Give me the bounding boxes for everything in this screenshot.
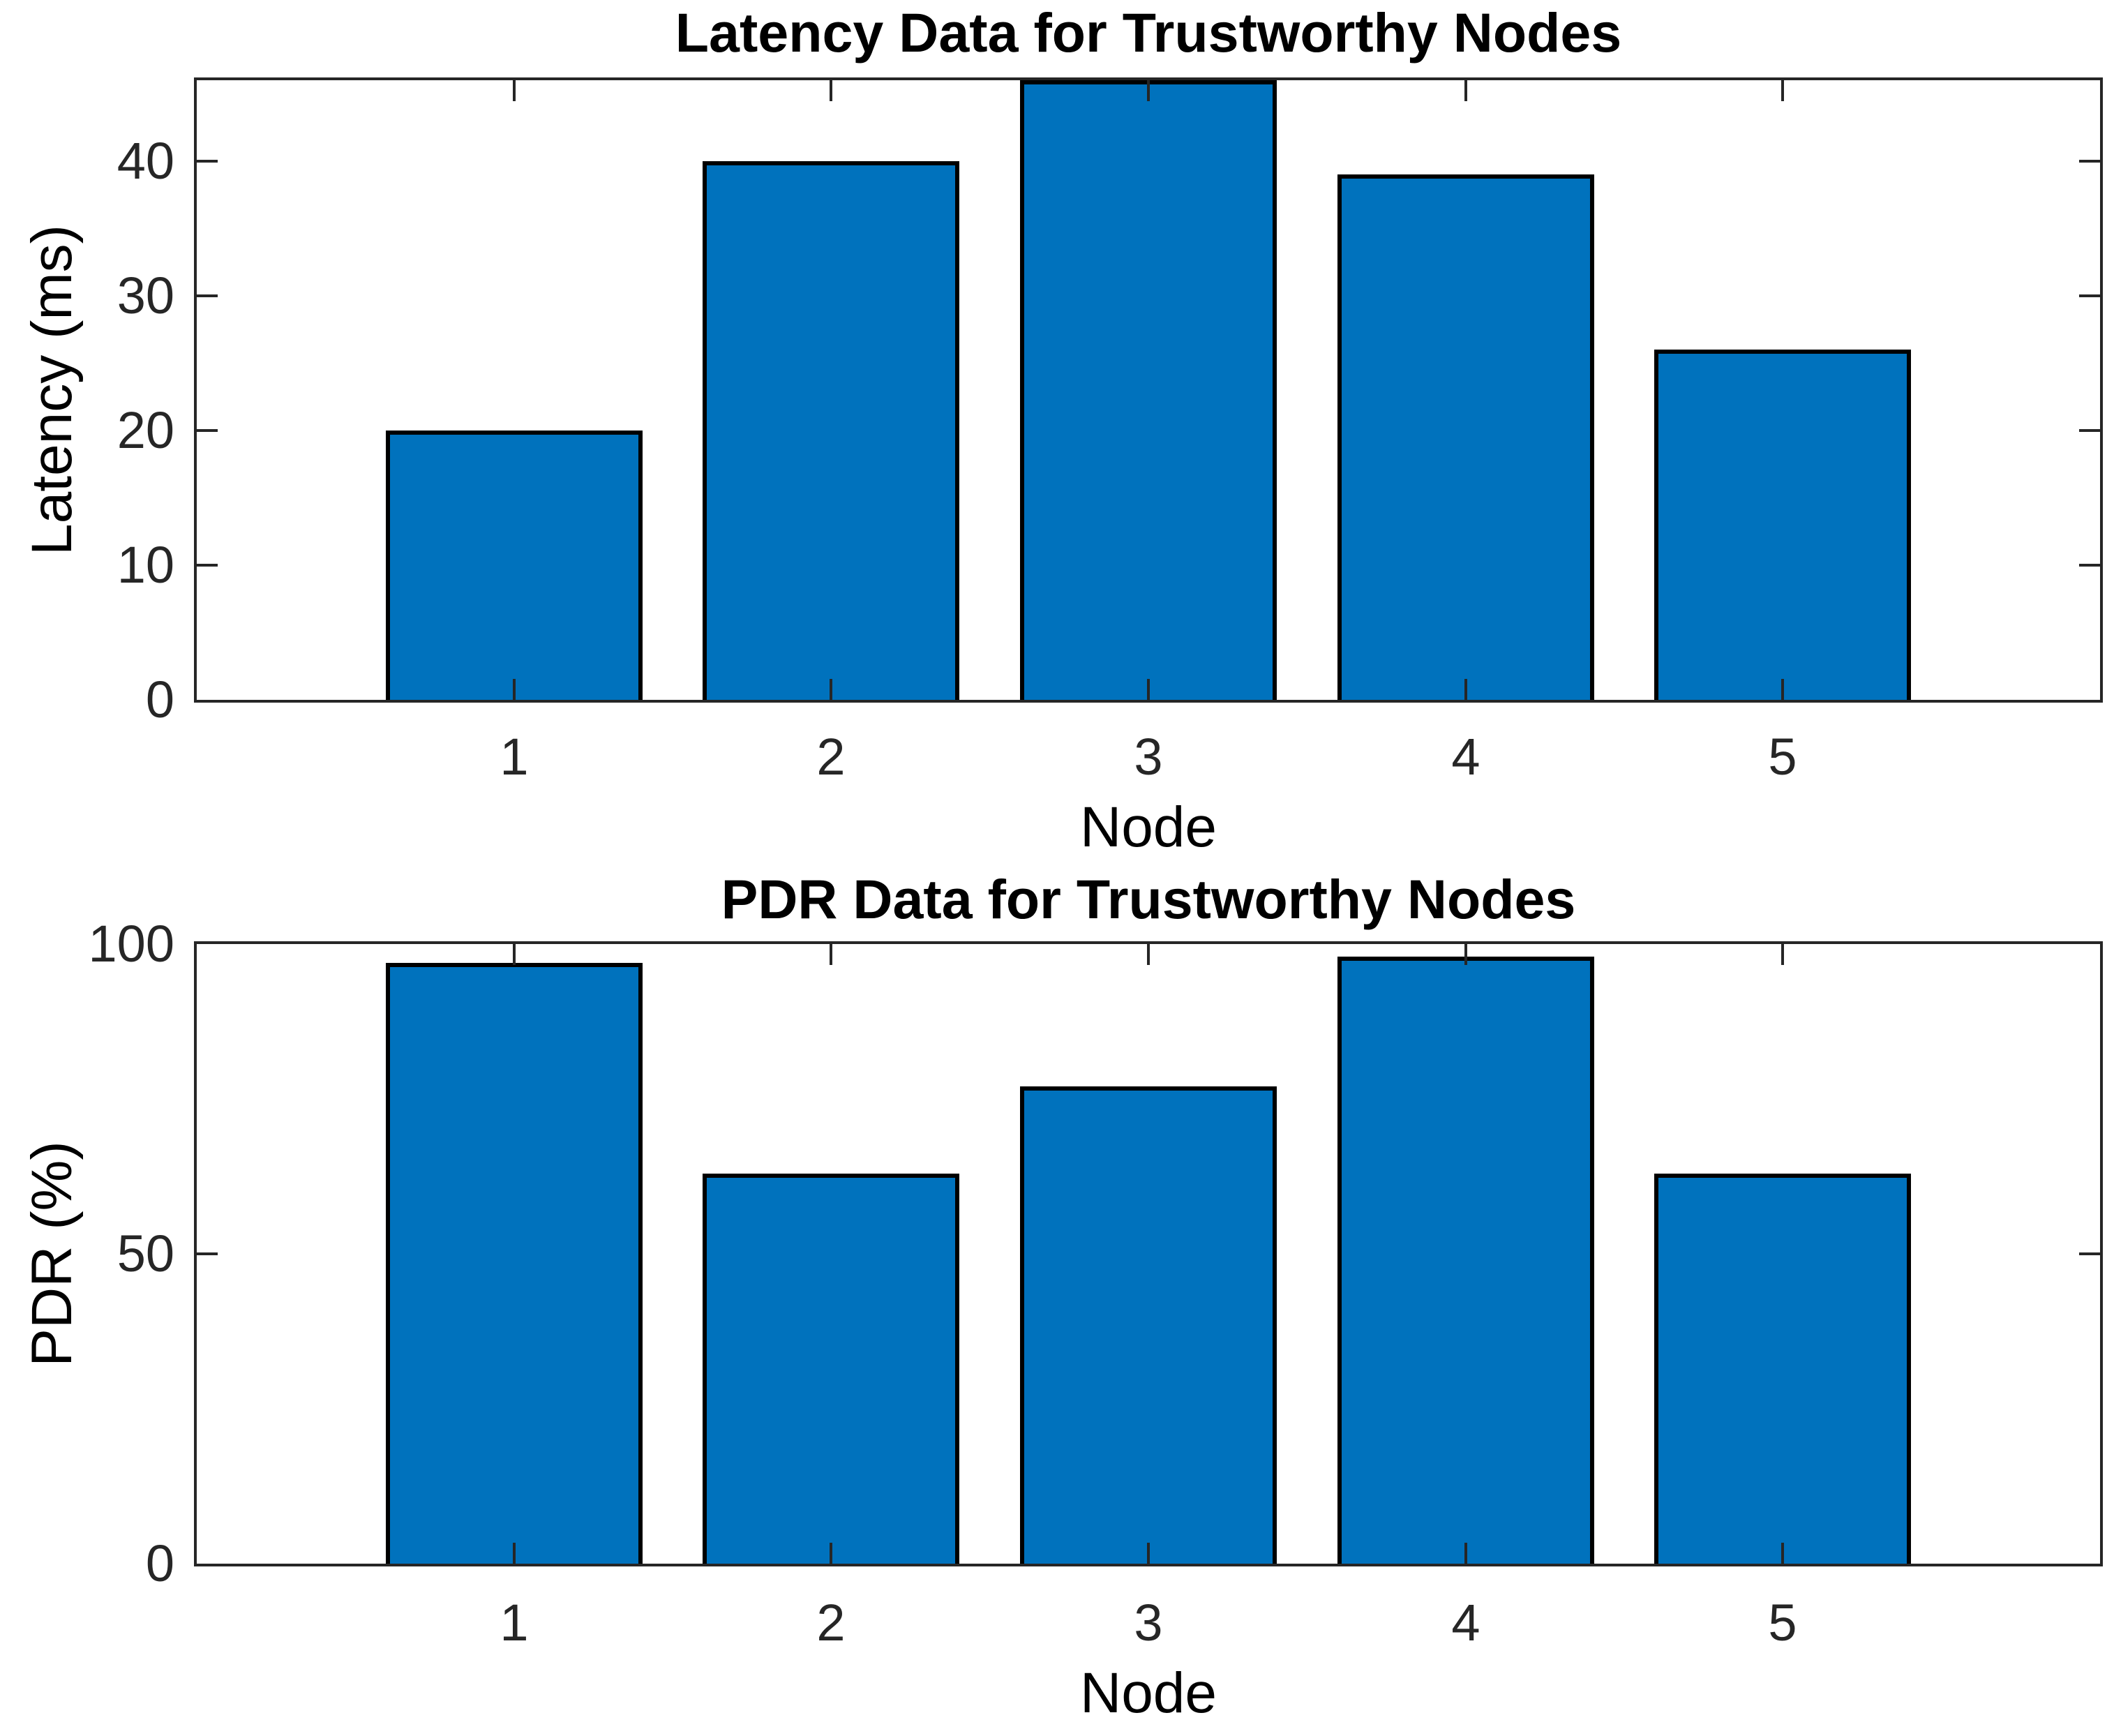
- x-tick-label: 4: [1451, 728, 1480, 786]
- x-tick-mark: [1147, 679, 1150, 700]
- y-tick-label: 0: [145, 671, 174, 728]
- y-tick-mark: [197, 564, 218, 567]
- x-tick-mark: [1147, 944, 1150, 965]
- bar-node-5: [1654, 350, 1911, 700]
- x-tick-label: 4: [1451, 1594, 1480, 1652]
- y-tick-label: 40: [117, 132, 174, 190]
- x-tick-label: 5: [1768, 1594, 1797, 1652]
- x-tick-mark: [830, 80, 832, 101]
- x-tick-mark: [1781, 679, 1784, 700]
- y-tick-label: 20: [117, 401, 174, 459]
- pdr-x-axis-label: Node: [1079, 1661, 1217, 1725]
- y-tick-mark: [2079, 429, 2100, 432]
- bar-node-4: [1337, 174, 1594, 700]
- x-tick-mark: [1464, 944, 1467, 965]
- bar-node-1: [386, 431, 643, 700]
- x-tick-mark: [830, 944, 832, 965]
- y-tick-mark: [197, 429, 218, 432]
- y-tick-mark: [197, 160, 218, 163]
- x-tick-mark: [513, 679, 516, 700]
- y-tick-mark: [197, 294, 218, 297]
- bar-node-3: [1020, 1086, 1277, 1564]
- latency-chart-title: Latency Data for Trustworthy Nodes: [675, 1, 1622, 63]
- y-tick-label: 50: [117, 1225, 174, 1282]
- x-tick-mark: [830, 1543, 832, 1564]
- x-tick-mark: [1464, 80, 1467, 101]
- pdr-chart-title: PDR Data for Trustworthy Nodes: [721, 868, 1576, 930]
- x-tick-mark: [830, 679, 832, 700]
- latency-x-axis-label: Node: [1079, 795, 1217, 859]
- x-tick-mark: [1781, 1543, 1784, 1564]
- x-tick-mark: [1147, 80, 1150, 101]
- x-tick-mark: [1464, 1543, 1467, 1564]
- x-tick-mark: [513, 944, 516, 965]
- x-tick-mark: [513, 1543, 516, 1564]
- bar-node-1: [386, 963, 643, 1564]
- y-tick-mark: [2079, 294, 2100, 297]
- y-tick-mark: [2079, 160, 2100, 163]
- y-tick-label: 0: [145, 1534, 174, 1592]
- x-tick-label: 5: [1768, 728, 1797, 786]
- y-tick-mark: [197, 1252, 218, 1255]
- x-tick-label: 1: [500, 728, 529, 786]
- x-tick-label: 3: [1134, 728, 1163, 786]
- y-tick-mark: [2079, 564, 2100, 567]
- bar-node-2: [703, 161, 959, 700]
- bar-node-3: [1020, 80, 1277, 700]
- x-tick-mark: [513, 80, 516, 101]
- y-tick-label: 30: [117, 267, 174, 324]
- x-tick-mark: [1464, 679, 1467, 700]
- bar-node-2: [703, 1174, 959, 1564]
- pdr-plot-area: [194, 941, 2103, 1566]
- y-tick-mark: [2079, 1252, 2100, 1255]
- y-tick-label: 100: [88, 915, 174, 973]
- x-tick-mark: [1781, 944, 1784, 965]
- x-tick-label: 1: [500, 1594, 529, 1652]
- x-tick-label: 2: [816, 1594, 846, 1652]
- bar-node-4: [1337, 957, 1594, 1564]
- bar-node-5: [1654, 1174, 1911, 1564]
- latency-plot-area: [194, 77, 2103, 703]
- x-tick-mark: [1781, 80, 1784, 101]
- x-tick-label: 3: [1134, 1594, 1163, 1652]
- x-tick-label: 2: [816, 728, 846, 786]
- y-tick-label: 10: [117, 536, 174, 594]
- x-tick-mark: [1147, 1543, 1150, 1564]
